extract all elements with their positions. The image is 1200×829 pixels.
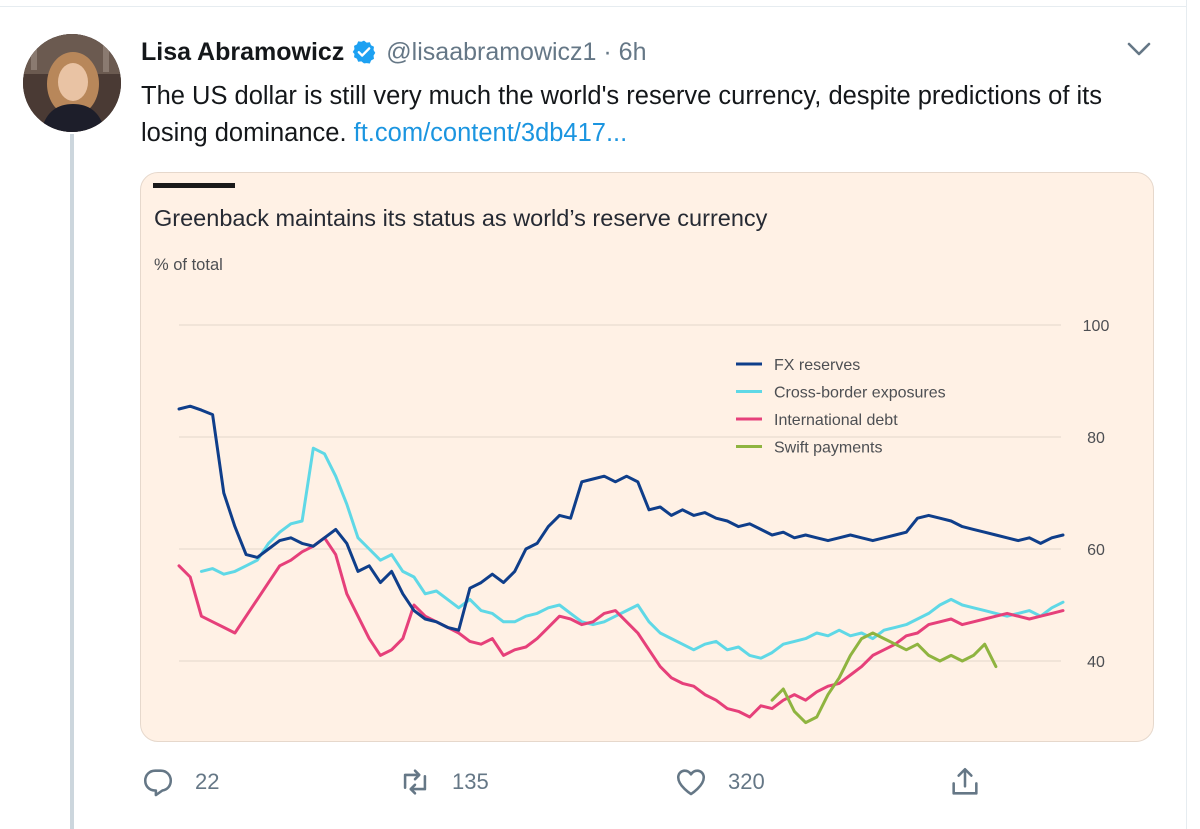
chevron-down-icon[interactable] <box>1124 36 1154 62</box>
grid-layer: 40 60 80 100 <box>179 318 1109 671</box>
avatar-photo <box>23 34 121 132</box>
reply-icon <box>143 769 173 797</box>
tweet-body: The US dollar is still very much the wor… <box>141 82 1103 147</box>
chart-card[interactable]: Greenback maintains its status as world’… <box>140 172 1154 742</box>
retweet-button[interactable]: 135 <box>398 760 489 804</box>
tweet-link[interactable]: ft.com/content/3db417... <box>353 119 628 147</box>
like-count: 320 <box>728 769 765 794</box>
avatar[interactable] <box>23 34 121 132</box>
heart-icon <box>676 769 706 796</box>
chart: Greenback maintains its status as world’… <box>153 183 1109 725</box>
legend-label: International debt <box>774 412 898 429</box>
reply-button[interactable]: 22 <box>141 760 219 804</box>
retweet-icon <box>403 769 427 795</box>
right-divider <box>1186 0 1187 829</box>
reply-count: 22 <box>195 769 220 794</box>
tweet-header: Lisa Abramowicz @lisaabramowicz1 · 6h <box>141 34 647 70</box>
tweet-text: The US dollar is still very much the wor… <box>141 78 1121 152</box>
legend-label: FX reserves <box>774 357 860 374</box>
share-button[interactable] <box>948 760 982 804</box>
legend: FX reserves Cross-border exposures Interna… <box>736 357 946 457</box>
series-line-3 <box>770 631 998 725</box>
handle-and-time[interactable]: @lisaabramowicz1 · 6h <box>386 37 647 66</box>
thread-line <box>70 134 74 829</box>
y-tick-label: 40 <box>1087 654 1105 671</box>
legend-label: Cross-border exposures <box>774 385 946 402</box>
verified-badge-icon <box>353 40 376 64</box>
chart-title: Greenback maintains its status as world’… <box>154 205 768 231</box>
legend-label: Swift payments <box>774 440 882 457</box>
ft-title-bar <box>153 183 235 188</box>
y-tick-label: 60 <box>1087 542 1105 559</box>
author-name[interactable]: Lisa Abramowicz <box>141 37 345 66</box>
series-line-0 <box>177 404 1065 632</box>
share-icon <box>952 767 978 795</box>
series-line-1 <box>199 446 1065 660</box>
like-button[interactable]: 320 <box>674 760 765 804</box>
y-tick-label: 80 <box>1087 430 1105 447</box>
y-tick-label: 100 <box>1083 318 1110 335</box>
tweet-actions: 22 135 320 <box>0 760 1200 804</box>
series-line-2 <box>177 536 1065 719</box>
retweet-count: 135 <box>452 769 489 794</box>
top-divider <box>0 0 1186 7</box>
y-axis-unit: % of total <box>154 256 223 274</box>
series-layer <box>177 404 1065 725</box>
